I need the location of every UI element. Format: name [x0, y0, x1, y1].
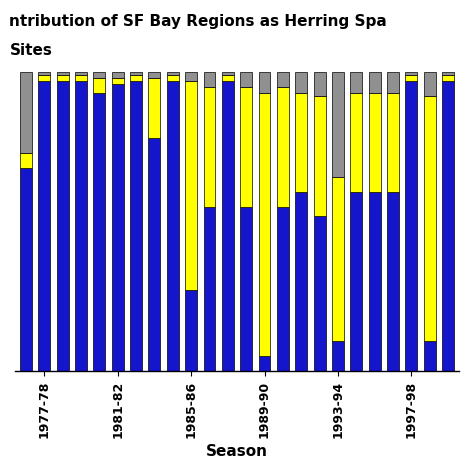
Bar	[387, 72, 399, 93]
Bar	[130, 81, 142, 371]
Bar	[93, 72, 105, 78]
Bar	[332, 341, 344, 371]
Bar	[332, 177, 344, 341]
Bar	[185, 72, 197, 81]
Bar	[240, 207, 252, 371]
Bar	[314, 216, 326, 371]
Bar	[350, 191, 362, 371]
Bar	[167, 75, 179, 81]
Bar	[57, 81, 69, 371]
Bar	[20, 168, 32, 371]
Bar	[38, 81, 50, 371]
Bar	[167, 81, 179, 371]
Bar	[93, 93, 105, 371]
Bar	[38, 72, 50, 75]
Bar	[424, 341, 436, 371]
Bar	[350, 72, 362, 93]
Bar	[277, 207, 289, 371]
Bar	[295, 93, 307, 191]
Bar	[57, 72, 69, 75]
Bar	[424, 72, 436, 96]
Bar	[75, 75, 87, 81]
Bar	[258, 356, 271, 371]
Bar	[20, 72, 32, 153]
Bar	[314, 96, 326, 216]
Bar	[240, 87, 252, 207]
Bar	[57, 75, 69, 81]
Bar	[442, 72, 454, 75]
Bar	[75, 72, 87, 75]
Bar	[442, 75, 454, 81]
X-axis label: Season: Season	[206, 444, 268, 459]
Bar	[369, 72, 381, 93]
Bar	[93, 78, 105, 93]
Bar	[369, 93, 381, 191]
Bar	[185, 81, 197, 291]
Bar	[112, 72, 124, 78]
Bar	[258, 93, 271, 356]
Bar	[277, 87, 289, 207]
Bar	[38, 75, 50, 81]
Bar	[203, 207, 216, 371]
Bar	[295, 72, 307, 93]
Bar	[387, 93, 399, 191]
Bar	[75, 81, 87, 371]
Bar	[20, 153, 32, 168]
Bar	[222, 72, 234, 75]
Bar	[405, 81, 417, 371]
Bar	[258, 72, 271, 93]
Bar	[148, 72, 160, 78]
Bar	[277, 72, 289, 87]
Bar	[405, 75, 417, 81]
Bar	[240, 72, 252, 87]
Bar	[112, 78, 124, 84]
Bar	[332, 72, 344, 177]
Bar	[387, 191, 399, 371]
Bar	[148, 78, 160, 138]
Bar	[222, 81, 234, 371]
Bar	[167, 72, 179, 75]
Bar	[295, 191, 307, 371]
Bar	[350, 93, 362, 191]
Bar	[442, 81, 454, 371]
Bar	[369, 191, 381, 371]
Text: ntribution of SF Bay Regions as Herring Spa: ntribution of SF Bay Regions as Herring …	[9, 14, 387, 29]
Bar	[222, 75, 234, 81]
Bar	[130, 72, 142, 75]
Bar	[405, 72, 417, 75]
Bar	[203, 72, 216, 87]
Bar	[112, 84, 124, 371]
Text: Sites: Sites	[9, 43, 52, 58]
Bar	[148, 138, 160, 371]
Bar	[203, 87, 216, 207]
Bar	[314, 72, 326, 96]
Bar	[185, 291, 197, 371]
Bar	[424, 96, 436, 341]
Bar	[130, 75, 142, 81]
